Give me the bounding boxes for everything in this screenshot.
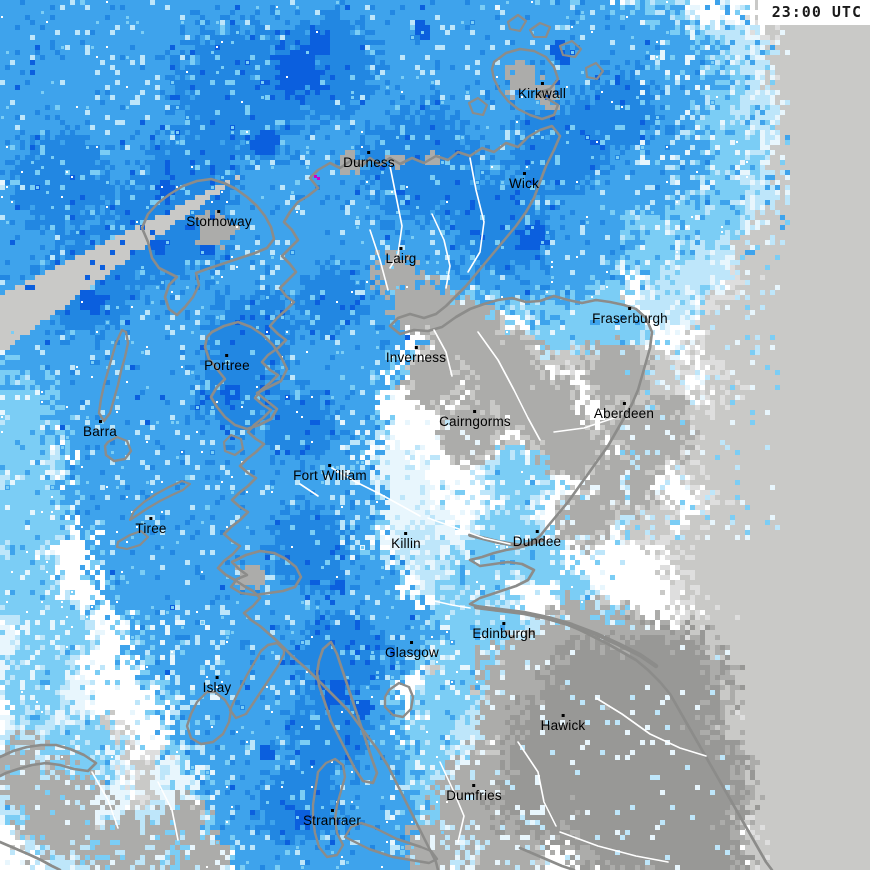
timestamp-badge: 23:00 UTC — [757, 0, 870, 25]
